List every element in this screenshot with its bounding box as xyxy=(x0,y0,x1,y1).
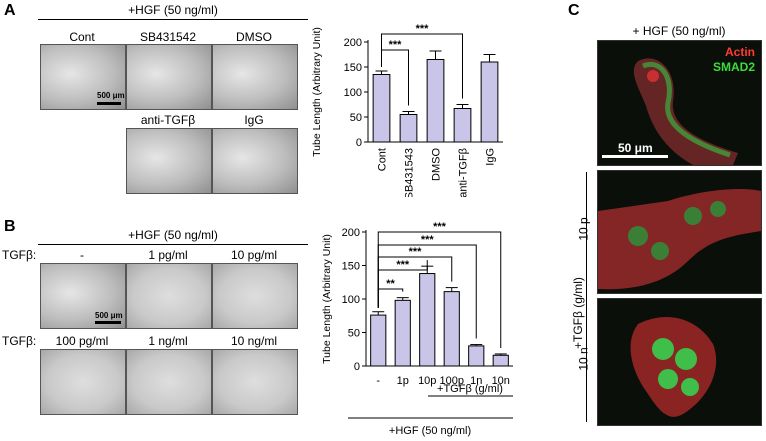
x-tick-label: DMSO xyxy=(431,148,443,181)
y-tick-label: 200 xyxy=(342,227,360,239)
bar xyxy=(399,114,418,143)
x-tick-label: SB431543 xyxy=(404,148,416,197)
micrograph-sb431542 xyxy=(126,44,212,110)
bar xyxy=(480,61,499,143)
x-tick-label: 100p xyxy=(440,375,464,387)
cell-shape xyxy=(630,316,717,417)
x-tick-label: Cont xyxy=(377,148,389,171)
panel-b-header-rule xyxy=(38,244,308,245)
bar xyxy=(394,299,411,367)
row-label-tgfb-bottom: TGFβ: xyxy=(2,334,37,348)
image-label-dmso: DMSO xyxy=(236,30,272,44)
y-tick-label: 50 xyxy=(350,112,362,124)
x-tick-label: IgG xyxy=(485,148,497,166)
y-tick-label: 0 xyxy=(356,137,362,149)
scale-bar xyxy=(97,102,121,105)
significance-bracket xyxy=(381,33,463,99)
image-label-10pg: 10 pg/ml xyxy=(230,248,278,262)
bar xyxy=(443,291,460,367)
panel-c-side-label: +TGFβ (g/ml) xyxy=(571,277,585,349)
stain-label-actin: Actin xyxy=(725,45,755,59)
x-tick-label: 1p xyxy=(397,375,409,387)
chart-b: 0 50 100 150 200 Tube Length (Arbitrary Unit)… xyxy=(321,221,513,437)
significance-label: *** xyxy=(389,39,403,51)
panel-c-letter: C xyxy=(568,2,580,19)
y-tick-label: 150 xyxy=(342,261,360,273)
significance-label: *** xyxy=(409,246,423,258)
chart-b-footer-hgf: +HGF (50 ng/ml) xyxy=(389,425,471,437)
image-label-10ng: 10 ng/ml xyxy=(230,334,278,348)
panel-c-side-label-text: +TGFβ (g/ml) xyxy=(571,277,585,349)
panel-a-header: +HGF (50 ng/ml) xyxy=(128,3,218,17)
panel-a-letter: A xyxy=(4,2,16,19)
x-tick-label: - xyxy=(376,375,380,387)
y-tick-label: 200 xyxy=(344,37,362,49)
image-label-1ng: 1 ng/ml xyxy=(148,334,188,348)
bar xyxy=(370,314,387,367)
scale-bar-label: 50 μm xyxy=(618,141,653,155)
image-label-sb431542: SB431542 xyxy=(139,30,197,44)
scale-bar-label: 500 μm xyxy=(97,91,125,100)
x-tick-label: 10n xyxy=(492,375,510,387)
significance-bracket xyxy=(377,231,502,348)
panel-c-header: + HGF (50 ng/ml) xyxy=(632,24,726,38)
significance-label: ** xyxy=(386,278,395,290)
y-tick-label: 0 xyxy=(354,361,360,373)
x-tick-label: anti-TGFβ xyxy=(458,148,470,197)
fluorescence-image-10n xyxy=(597,298,762,426)
chart-a: 0 50 100 150 200 Tube Length (Arbitrary Unit)… xyxy=(311,23,503,197)
y-tick-label: 100 xyxy=(344,87,362,99)
significance-label: *** xyxy=(421,234,435,246)
micrograph-dmso xyxy=(212,44,298,110)
row-label-tgfb-top: TGFβ: xyxy=(2,248,37,262)
cell-shape xyxy=(598,189,761,290)
micrograph-tgfb-1ng xyxy=(126,349,212,415)
micrograph-igg xyxy=(212,128,298,194)
chart-b-footer-tgfb: +TGFβ (g/ml) xyxy=(437,383,503,395)
scale-bar xyxy=(95,321,121,324)
scale-bar-label: 500 μm xyxy=(95,311,123,320)
significance-label: *** xyxy=(416,23,430,35)
x-tick-label: 10p xyxy=(418,375,436,387)
stain-label-smad2: SMAD2 xyxy=(712,60,755,74)
image-label-anti-tgfb: anti-TGFβ xyxy=(140,113,196,127)
y-axis-label: Tube Length (Arbitrary Unit) xyxy=(311,27,323,157)
bar xyxy=(468,345,485,367)
micrograph-cont: 500 μm xyxy=(40,44,126,110)
micrograph-tgfb-10ng xyxy=(212,349,298,415)
panel-a-header-rule xyxy=(38,19,308,20)
cell-shape xyxy=(633,58,738,165)
image-label-zero: - xyxy=(80,248,84,262)
bar xyxy=(419,273,436,367)
image-label-1pg: 1 pg/ml xyxy=(148,248,188,262)
bar xyxy=(492,354,509,367)
micrograph-tgfb-10pg xyxy=(212,263,298,329)
bar xyxy=(453,108,472,143)
row-label-10n: 10 n xyxy=(576,347,591,371)
fluorescence-image-10p xyxy=(597,170,762,294)
y-axis-label: Tube Length (Arbitrary Unit) xyxy=(321,234,333,364)
y-tick-label: 150 xyxy=(344,62,362,74)
panel-b-header: +HGF (50 ng/ml) xyxy=(128,228,218,242)
image-label-igg: IgG xyxy=(244,113,264,127)
micrograph-anti-tgfb xyxy=(126,128,212,194)
panel-b-letter: B xyxy=(4,218,16,235)
micrograph-tgfb-0: 500 μm xyxy=(40,263,126,329)
x-tick-label: 1n xyxy=(470,375,482,387)
significance-label: *** xyxy=(396,259,410,271)
bar xyxy=(426,59,445,143)
image-label-cont: Cont xyxy=(69,30,95,44)
scale-bar xyxy=(602,155,668,158)
image-label-100pg: 100 pg/ml xyxy=(55,334,109,348)
y-tick-label: 100 xyxy=(342,294,360,306)
row-label-10p: 10 p xyxy=(576,217,591,241)
micrograph-tgfb-100pg xyxy=(40,349,126,415)
panel-c-side-rule xyxy=(586,172,587,422)
significance-label: *** xyxy=(433,221,447,233)
y-tick-label: 50 xyxy=(348,328,360,340)
fluorescence-image-control: Actin SMAD2 50 μm xyxy=(597,40,762,166)
bar xyxy=(372,74,391,143)
micrograph-tgfb-1pg xyxy=(126,263,212,329)
